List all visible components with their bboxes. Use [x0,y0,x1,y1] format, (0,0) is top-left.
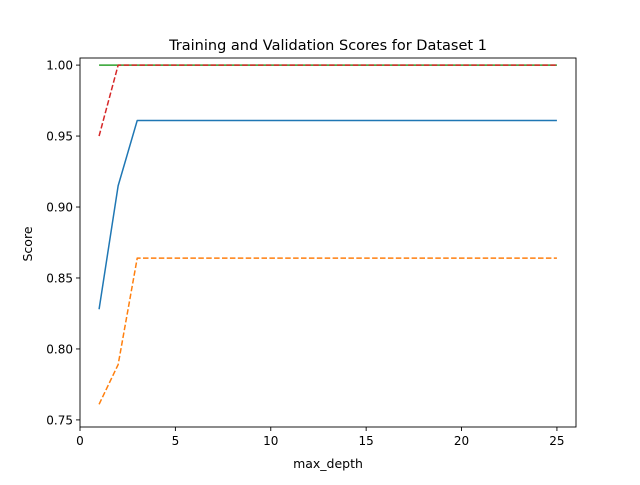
x-tick-label: 5 [172,434,180,448]
x-tick-label: 25 [549,434,564,448]
x-tick-label: 20 [454,434,469,448]
y-tick-label: 0.80 [46,342,73,356]
y-tick-label: 0.85 [46,271,73,285]
series-line-1 [98,119,557,310]
x-axis-label: max_depth [293,456,363,471]
y-tick-label: 1.00 [46,59,73,73]
x-tick-label: 0 [76,434,84,448]
series-line-2 [98,257,557,405]
axes: 0 5 10 15 20 25 0.75 0.80 0.85 0.90 0.95 1.00 [46,57,577,448]
y-axis-label: Score [20,226,35,261]
series-line-4 [98,64,557,137]
y-tick-label: 0.90 [46,201,73,215]
y-tick-label: 0.95 [46,130,73,144]
x-tick-label: 10 [263,434,278,448]
y-tick-label: 0.75 [46,413,73,427]
plot-area [98,64,557,405]
x-tick-label: 15 [359,434,374,448]
axes-frame [79,57,577,428]
chart-title: Training and Validation Scores for Datas… [168,38,487,54]
